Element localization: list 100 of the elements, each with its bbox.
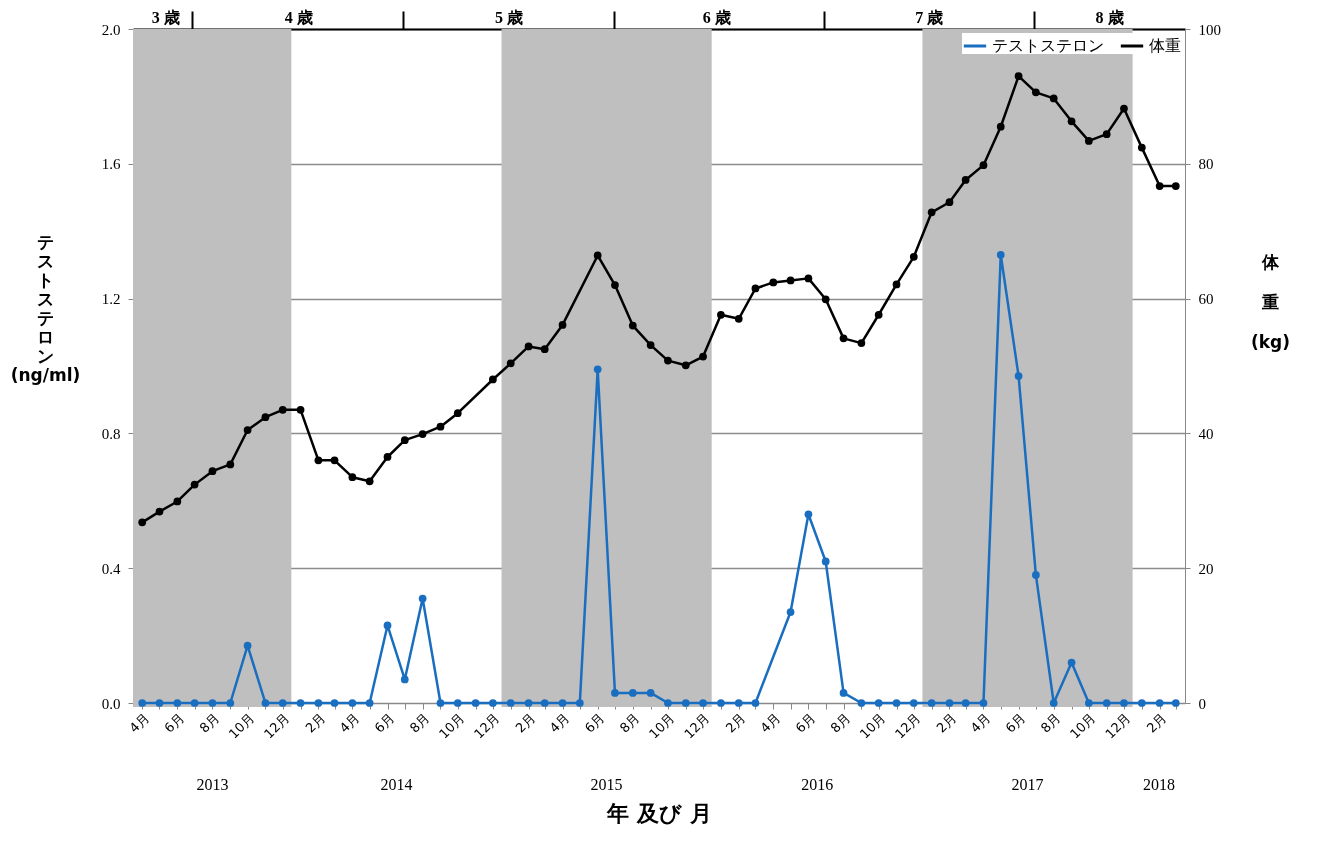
- x-tick-label: 2月: [512, 710, 539, 736]
- x-tick-label: 6月: [581, 710, 608, 736]
- x2-tick-label: 7 歳: [915, 9, 944, 26]
- point: [383, 453, 392, 461]
- y-axis-title: テストステロン (ng/ml): [10, 231, 81, 385]
- x-tick-label: 2月: [933, 710, 960, 736]
- point: [453, 409, 462, 418]
- point: [1137, 699, 1146, 707]
- point: [996, 122, 1005, 131]
- point: [400, 436, 409, 445]
- point: [1171, 182, 1180, 190]
- point: [243, 641, 252, 650]
- point: [1155, 699, 1164, 707]
- point: [821, 557, 830, 566]
- point: [979, 161, 988, 170]
- point: [1067, 658, 1076, 667]
- x-tick-label: 8月: [827, 710, 854, 736]
- x-axis-title: 年 及び 月: [606, 800, 712, 826]
- point: [314, 699, 323, 707]
- x-tick-label: 6月: [1002, 710, 1029, 736]
- x-tick-label: 12月: [260, 710, 293, 742]
- y2-tick-label: 60: [1198, 291, 1214, 308]
- point: [489, 375, 497, 384]
- point: [699, 699, 707, 707]
- point: [593, 365, 602, 374]
- point: [1014, 72, 1023, 81]
- point: [296, 405, 305, 414]
- point: [314, 456, 323, 465]
- point: [717, 699, 725, 707]
- point: [261, 699, 270, 707]
- point: [436, 699, 445, 707]
- x-tick-label: 4月: [336, 710, 363, 736]
- text: 2017: [1011, 776, 1044, 793]
- legend-label: 体重: [1149, 36, 1181, 55]
- point: [506, 359, 515, 368]
- point: [418, 594, 427, 603]
- x-tick-label: 8月: [1037, 710, 1064, 736]
- point: [506, 699, 515, 707]
- point: [892, 280, 901, 289]
- point: [821, 295, 830, 304]
- x-tick-label: 8月: [616, 710, 643, 736]
- point: [330, 456, 339, 465]
- x-tick-label: 12月: [1102, 710, 1134, 742]
- point: [734, 699, 743, 707]
- x-tick-label: 6月: [371, 710, 398, 736]
- point: [1031, 571, 1040, 579]
- point: [945, 699, 954, 707]
- point: [717, 310, 725, 319]
- point: [1084, 137, 1093, 145]
- point: [927, 699, 936, 707]
- point: [628, 321, 637, 330]
- point: [751, 284, 760, 293]
- y-tick-label: 1.2: [101, 291, 121, 308]
- point: [1031, 88, 1040, 97]
- x-tick-label: 12月: [891, 710, 924, 742]
- point: [961, 176, 970, 184]
- point: [734, 314, 743, 323]
- y-tick-label: 0.8: [101, 425, 121, 442]
- x-tick-label: 4月: [757, 710, 783, 736]
- y-tick-label: 0.4: [101, 560, 121, 577]
- point: [839, 689, 848, 697]
- text: 2018: [1143, 776, 1176, 793]
- point: [1120, 699, 1128, 707]
- x-tick-label: 2月: [302, 710, 329, 736]
- y2-tick-label: 20: [1198, 560, 1214, 577]
- point: [1067, 117, 1076, 126]
- point: [348, 699, 357, 707]
- x-tick-label: 12月: [471, 710, 503, 742]
- point: [471, 699, 480, 707]
- point: [558, 321, 567, 329]
- text: 2014: [380, 776, 413, 793]
- point: [1049, 94, 1058, 103]
- point: [996, 250, 1005, 259]
- point: [1137, 143, 1146, 152]
- x-tick-label: 12月: [681, 710, 713, 742]
- point: [839, 334, 848, 343]
- point: [453, 699, 462, 707]
- point: [330, 699, 339, 707]
- point: [138, 518, 147, 527]
- point: [628, 689, 637, 697]
- point: [892, 699, 901, 707]
- point: [664, 356, 672, 365]
- x2-tick-label: 6 歳: [702, 9, 731, 26]
- y-tick-label: 0.0: [101, 695, 121, 712]
- x-tick-label: 4月: [546, 710, 573, 736]
- point: [769, 278, 778, 287]
- point: [436, 422, 445, 431]
- point: [226, 699, 235, 707]
- x-tick-label: 4月: [126, 710, 152, 736]
- point: [593, 251, 602, 260]
- point: [786, 608, 795, 616]
- point: [208, 467, 217, 476]
- point: [348, 473, 357, 482]
- x2-tick-label: 8 歳: [1095, 9, 1124, 26]
- point: [1171, 699, 1180, 707]
- point: [909, 699, 918, 707]
- point: [874, 310, 883, 319]
- point: [961, 699, 970, 707]
- point: [611, 689, 619, 697]
- point: [1120, 104, 1128, 113]
